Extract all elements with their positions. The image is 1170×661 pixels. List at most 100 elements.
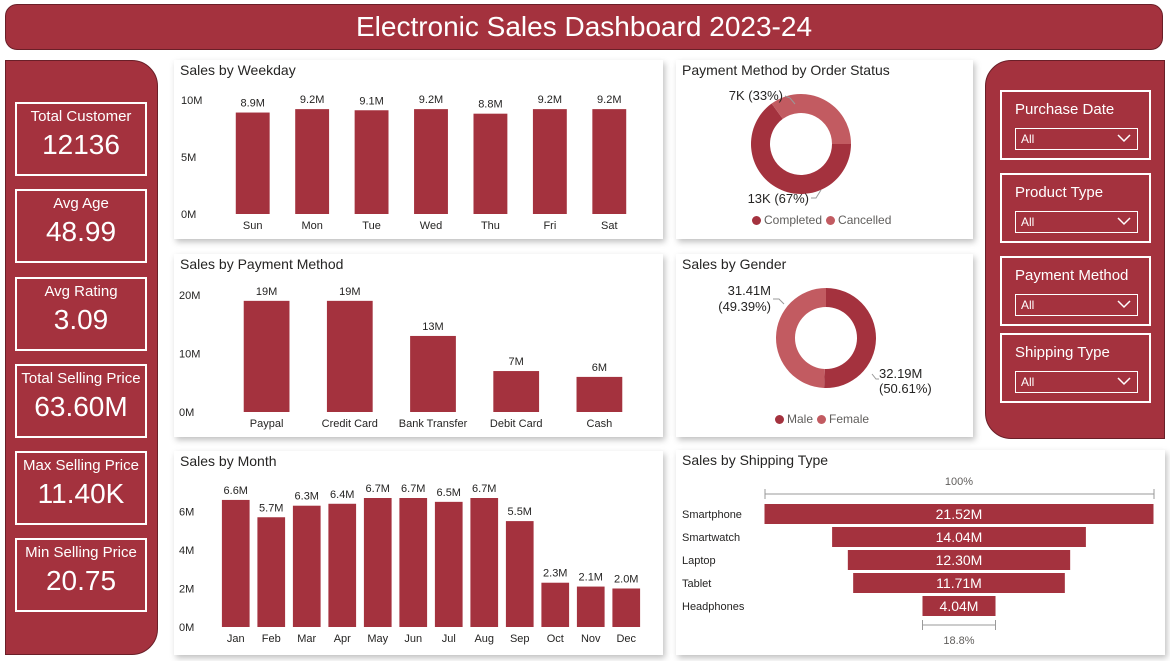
data-label: 9.2M: [419, 94, 443, 106]
x-tick-label: Paypal: [250, 418, 284, 430]
data-label: 6.7M: [472, 483, 496, 495]
weekday-bar-chart: 0M 5M 10M 8.9M Sun 9.2M Mon 9.1M Tue 9.2M Wed 8.8M T…: [181, 94, 627, 232]
gender-donut-chart: 32.19M(50.61%) 31.41M(49.39%): [718, 283, 932, 396]
x-tick-label: Tue: [362, 220, 381, 232]
y-tick-label: 0M: [181, 209, 196, 221]
shipping-chart-card: Sales by Shipping Type 100% 21.52M Smartph…: [676, 450, 1165, 655]
bar: [505, 521, 534, 627]
percent-label: 18.8%: [943, 635, 974, 647]
data-label: 32.19M: [879, 366, 922, 381]
data-label: 6.6M: [224, 485, 248, 497]
donut-slice: [776, 288, 826, 388]
category-label: Smartphone: [682, 509, 742, 521]
kpi-label: Min Selling Price: [25, 544, 137, 561]
bar: [532, 109, 567, 214]
funnel-bar: [832, 527, 1086, 547]
bar: [473, 113, 508, 214]
kpi-panel: Total Customer 12136 Avg Age 48.99 Avg R…: [5, 60, 158, 655]
donut-slice: [771, 94, 851, 144]
x-tick-label: Mon: [301, 220, 322, 232]
filter-panel: Purchase Date All Product Type All Payme…: [985, 60, 1165, 439]
x-tick-label: Debit Card: [490, 418, 543, 430]
bar: [592, 109, 627, 214]
kpi-value: 48.99: [45, 216, 117, 247]
slicer-shipping-type: Shipping Type All: [1000, 333, 1151, 403]
payment-method-dropdown[interactable]: All: [1015, 294, 1138, 316]
month-bar-chart: 0M 2M 4M 6M 6.6M Jan 5.7M Feb 6.3M Mar 6.4M Apr 6.7M…: [179, 483, 641, 645]
bar: [221, 499, 250, 627]
data-label: 6M: [592, 362, 607, 374]
category-label: Headphones: [682, 601, 745, 613]
data-label: (50.61%): [879, 381, 932, 396]
data-label: 13M: [422, 321, 443, 333]
x-tick-label: Sep: [510, 633, 530, 645]
data-label: 6.7M: [401, 483, 425, 495]
chevron-down-icon: [1117, 217, 1131, 226]
chart-title: Sales by Weekday: [180, 62, 296, 78]
slicer-label: Shipping Type: [1015, 344, 1110, 361]
kpi-label: Total Selling Price: [21, 370, 141, 387]
chart-title: Sales by Month: [180, 453, 277, 469]
x-tick-label: Aug: [474, 633, 494, 645]
header-bar: Electronic Sales Dashboard 2023-24: [5, 4, 1163, 50]
chevron-down-icon: [1117, 134, 1131, 143]
page-title: Electronic Sales Dashboard 2023-24: [355, 11, 813, 42]
x-tick-label: Bank Transfer: [399, 418, 468, 430]
y-tick-label: 5M: [181, 152, 196, 164]
kpi-card-avg-rating: Avg Rating 3.09: [15, 277, 147, 351]
bar: [363, 498, 392, 627]
bar: [576, 376, 623, 412]
data-label: 2.1M: [579, 572, 603, 584]
donut-slice: [751, 103, 851, 194]
chart-title: Sales by Gender: [682, 256, 787, 272]
y-tick-label: 6M: [179, 506, 194, 518]
x-tick-label: Wed: [420, 220, 442, 232]
category-label: Tablet: [682, 578, 711, 590]
data-label: 6.4M: [330, 489, 354, 501]
bar: [576, 586, 605, 627]
kpi-card-max-selling-price: Max Selling Price 11.40K: [15, 451, 147, 525]
donut-slice: [824, 288, 877, 388]
data-label: 19M: [339, 286, 360, 298]
data-label: 11.71M: [936, 575, 982, 591]
x-tick-label: Sun: [243, 220, 263, 232]
y-tick-label: 20M: [179, 290, 200, 302]
kpi-value: 63.60M: [34, 391, 128, 422]
dropdown-value: All: [1021, 132, 1035, 146]
bar: [470, 498, 499, 627]
x-tick-label: Feb: [262, 633, 281, 645]
data-label: 9.2M: [300, 94, 324, 106]
bar: [292, 505, 321, 627]
funnel-bar: [922, 596, 996, 616]
data-label: 7K (33%): [729, 88, 783, 103]
x-tick-label: Sat: [601, 220, 618, 232]
slicer-label: Product Type: [1015, 184, 1104, 201]
data-label: 6.7M: [366, 483, 390, 495]
leader-line: [784, 95, 796, 105]
x-tick-label: Mar: [297, 633, 316, 645]
bar: [410, 335, 456, 412]
category-label: Laptop: [682, 555, 716, 567]
data-label: 9.1M: [359, 95, 383, 107]
shipping-funnel-chart: 100% 21.52M Smartphone 14.04M Smartwatch 12.3…: [682, 476, 1155, 647]
order-status-chart-card: Payment Method by Order Status 7K (33%) 1…: [676, 60, 973, 239]
percent-label: 100%: [945, 476, 973, 488]
kpi-label: Avg Rating: [44, 283, 118, 300]
leader-line: [871, 373, 879, 380]
order-status-donut-chart: 7K (33%) 13K (67%): [729, 88, 851, 206]
product-type-dropdown[interactable]: All: [1015, 211, 1138, 233]
bar: [354, 110, 389, 214]
data-label: (49.39%): [718, 299, 771, 314]
shipping-type-dropdown[interactable]: All: [1015, 371, 1138, 393]
y-tick-label: 10M: [181, 95, 202, 107]
kpi-value: 20.75: [45, 565, 117, 596]
leader-line: [773, 298, 785, 305]
leader-line: [811, 189, 822, 199]
x-tick-label: Fri: [543, 220, 556, 232]
payment-chart-card: Sales by Payment Method 0M 10M 20M 19M Paypa…: [174, 254, 663, 437]
purchase-date-dropdown[interactable]: All: [1015, 128, 1138, 150]
data-label: 12.30M: [936, 552, 983, 568]
chart-title: Sales by Payment Method: [180, 256, 344, 272]
data-label: 2.0M: [614, 573, 638, 585]
